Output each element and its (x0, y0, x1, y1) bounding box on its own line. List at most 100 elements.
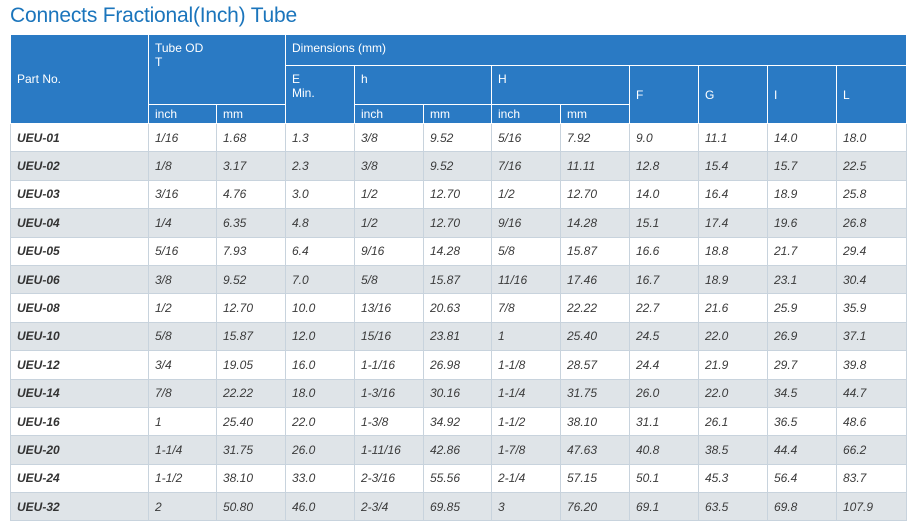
cell-part-no: UEU-10 (10, 321, 149, 352)
cell-h-big-inch: 3 (491, 492, 561, 522)
cell-h-small-mm: 14.28 (423, 236, 492, 266)
cell-l: 25.8 (836, 179, 907, 210)
header-h-small-mm: mm (423, 104, 492, 124)
cell-f: 16.6 (629, 236, 699, 266)
header-part-no: Part No. (10, 34, 149, 124)
cell-l: 29.4 (836, 236, 907, 266)
cell-f: 12.8 (629, 151, 699, 181)
cell-tube-od-inch: 1/4 (148, 208, 217, 238)
cell-tube-od-inch: 3/4 (148, 350, 217, 380)
table-row: UEU-10 5/8 15.87 12.0 15/16 23.81 1 25.40 24.5 22… (10, 321, 907, 352)
cell-f: 15.1 (629, 208, 699, 238)
cell-h-small-inch: 2-3/4 (354, 492, 424, 522)
cell-e-min: 12.0 (285, 321, 355, 352)
cell-l: 18.0 (836, 122, 907, 153)
cell-h-small-inch: 15/16 (354, 321, 424, 352)
cell-e-min: 6.4 (285, 236, 355, 266)
cell-e-min: 16.0 (285, 350, 355, 380)
cell-tube-od-mm: 3.17 (216, 151, 286, 181)
cell-h-big-mm: 57.15 (560, 463, 630, 494)
cell-h-small-mm: 42.86 (423, 435, 492, 465)
cell-g: 63.5 (698, 492, 768, 522)
cell-tube-od-mm: 50.80 (216, 492, 286, 522)
cell-g: 16.4 (698, 179, 768, 210)
cell-h-big-inch: 2-1/4 (491, 463, 561, 494)
cell-i: 21.7 (767, 236, 837, 266)
cell-i: 26.9 (767, 321, 837, 352)
cell-h-big-mm: 11.11 (560, 151, 630, 181)
cell-f: 24.5 (629, 321, 699, 352)
cell-e-min: 18.0 (285, 378, 355, 408)
cell-h-big-inch: 7/16 (491, 151, 561, 181)
cell-h-big-mm: 14.28 (560, 208, 630, 238)
cell-tube-od-inch: 1 (148, 406, 217, 437)
cell-l: 26.8 (836, 208, 907, 238)
table-row: UEU-24 1-1/2 38.10 33.0 2-3/16 55.56 2-1/4 57.1… (10, 463, 907, 494)
cell-f: 22.7 (629, 293, 699, 323)
cell-l: 107.9 (836, 492, 907, 522)
cell-tube-od-mm: 19.05 (216, 350, 286, 380)
table-row: UEU-32 2 50.80 46.0 2-3/4 69.85 3 76.20 69.1 63.5… (10, 492, 907, 522)
cell-l: 35.9 (836, 293, 907, 323)
cell-tube-od-inch: 2 (148, 492, 217, 522)
header-tube-od-line1: Tube OD (155, 41, 204, 55)
cell-h-small-mm: 9.52 (423, 151, 492, 181)
cell-h-small-mm: 23.81 (423, 321, 492, 352)
cell-i: 29.7 (767, 350, 837, 380)
cell-h-big-inch: 1-1/4 (491, 378, 561, 408)
cell-h-small-mm: 55.56 (423, 463, 492, 494)
cell-i: 25.9 (767, 293, 837, 323)
cell-h-big-inch: 5/8 (491, 236, 561, 266)
cell-h-small-mm: 26.98 (423, 350, 492, 380)
cell-part-no: UEU-06 (10, 264, 149, 295)
cell-h-small-inch: 5/8 (354, 264, 424, 295)
cell-tube-od-inch: 1-1/4 (148, 435, 217, 465)
cell-part-no: UEU-32 (10, 492, 149, 522)
cell-h-big-mm: 76.20 (560, 492, 630, 522)
cell-part-no: UEU-14 (10, 378, 149, 408)
cell-g: 38.5 (698, 435, 768, 465)
cell-part-no: UEU-01 (10, 122, 149, 153)
table-header: Part No. Tube OD T Dimensions (mm) E Min… (10, 34, 907, 124)
header-l: L (836, 65, 907, 124)
table-row: UEU-02 1/8 3.17 2.3 3/8 9.52 7/16 11.11 12.8 15.4… (10, 151, 907, 181)
cell-tube-od-mm: 22.22 (216, 378, 286, 408)
cell-tube-od-inch: 5/8 (148, 321, 217, 352)
table-row: UEU-06 3/8 9.52 7.0 5/8 15.87 11/16 17.46 16.7 18… (10, 264, 907, 295)
cell-f: 50.1 (629, 463, 699, 494)
header-h-big-inch: inch (491, 104, 561, 124)
cell-h-big-inch: 7/8 (491, 293, 561, 323)
cell-g: 22.0 (698, 378, 768, 408)
cell-h-small-inch: 1-11/16 (354, 435, 424, 465)
cell-g: 21.9 (698, 350, 768, 380)
cell-g: 22.0 (698, 321, 768, 352)
cell-i: 44.4 (767, 435, 837, 465)
cell-tube-od-mm: 6.35 (216, 208, 286, 238)
cell-f: 14.0 (629, 179, 699, 210)
cell-h-big-inch: 1 (491, 321, 561, 352)
cell-g: 21.6 (698, 293, 768, 323)
table-row: UEU-16 1 25.40 22.0 1-3/8 34.92 1-1/2 38.10 31.1… (10, 406, 907, 437)
cell-e-min: 10.0 (285, 293, 355, 323)
cell-tube-od-inch: 1-1/2 (148, 463, 217, 494)
cell-tube-od-inch: 1/2 (148, 293, 217, 323)
cell-i: 36.5 (767, 406, 837, 437)
cell-h-big-mm: 17.46 (560, 264, 630, 295)
header-g: G (698, 65, 768, 124)
header-e-line1: E (292, 72, 301, 86)
cell-h-small-inch: 9/16 (354, 236, 424, 266)
cell-l: 37.1 (836, 321, 907, 352)
cell-f: 16.7 (629, 264, 699, 295)
cell-g: 18.8 (698, 236, 768, 266)
header-tube-inch: inch (148, 104, 217, 124)
header-h-big: H (491, 65, 630, 105)
cell-tube-od-inch: 5/16 (148, 236, 217, 266)
cell-f: 24.4 (629, 350, 699, 380)
cell-h-big-mm: 12.70 (560, 179, 630, 210)
header-tube-mm: mm (216, 104, 286, 124)
header-dimensions: Dimensions (mm) (285, 34, 907, 66)
table-row: UEU-05 5/16 7.93 6.4 9/16 14.28 5/8 15.87 16.6 18… (10, 236, 907, 266)
cell-i: 69.8 (767, 492, 837, 522)
cell-g: 15.4 (698, 151, 768, 181)
cell-l: 66.2 (836, 435, 907, 465)
